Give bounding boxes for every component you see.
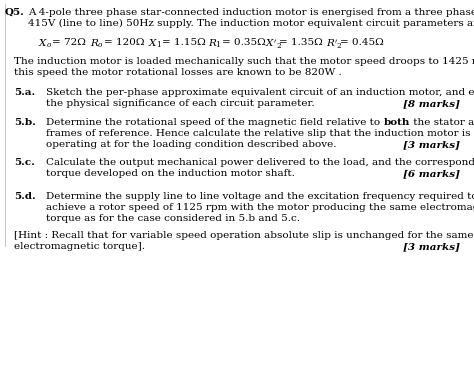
Text: frames of reference. Hence calculate the relative slip that the induction motor : frames of reference. Hence calculate the… (46, 129, 471, 138)
Text: Q5.: Q5. (5, 8, 25, 17)
Text: = 0.35Ω: = 0.35Ω (222, 38, 266, 47)
Text: Sketch the per-phase approximate equivalent circuit of an induction motor, and e: Sketch the per-phase approximate equival… (46, 88, 474, 97)
Text: = 0.45Ω: = 0.45Ω (340, 38, 384, 47)
Text: both: both (383, 118, 410, 127)
Text: A 4-pole three phase star-connected induction motor is energised from a three ph: A 4-pole three phase star-connected indu… (28, 8, 474, 17)
Text: 5.c.: 5.c. (14, 158, 35, 167)
Text: 5.a.: 5.a. (14, 88, 35, 97)
Text: $X_o$: $X_o$ (38, 38, 52, 50)
Text: = 120Ω: = 120Ω (104, 38, 145, 47)
Text: [6 marks]: [6 marks] (403, 169, 460, 178)
Text: Determine the rotational speed of the magnetic field relative to: Determine the rotational speed of the ma… (46, 118, 383, 127)
Text: electromagnetic torque].: electromagnetic torque]. (14, 242, 145, 251)
Text: Determine the supply line to line voltage and the excitation frequency required : Determine the supply line to line voltag… (46, 192, 474, 201)
Text: = 1.35Ω: = 1.35Ω (279, 38, 323, 47)
Text: [Hint : Recall that for variable speed operation absolute slip is unchanged for : [Hint : Recall that for variable speed o… (14, 231, 474, 240)
Text: 5.d.: 5.d. (14, 192, 36, 201)
Text: = 1.15Ω: = 1.15Ω (162, 38, 206, 47)
Text: [3 marks]: [3 marks] (403, 242, 460, 251)
Text: achieve a rotor speed of 1125 rpm with the motor producing the same electromagne: achieve a rotor speed of 1125 rpm with t… (46, 203, 474, 212)
Text: Calculate the output mechanical power delivered to the load, and the correspondi: Calculate the output mechanical power de… (46, 158, 474, 167)
Text: operating at for the loading condition described above.: operating at for the loading condition d… (46, 140, 337, 149)
Text: [3 marks]: [3 marks] (403, 140, 460, 149)
Text: the stator and rotor: the stator and rotor (410, 118, 474, 127)
Text: 415V (line to line) 50Hz supply. The induction motor equivalent circuit paramete: 415V (line to line) 50Hz supply. The ind… (28, 19, 474, 28)
Text: = 72Ω: = 72Ω (52, 38, 86, 47)
Text: torque as for the case considered in 5.b and 5.c.: torque as for the case considered in 5.b… (46, 214, 300, 223)
Text: torque developed on the induction motor shaft.: torque developed on the induction motor … (46, 169, 295, 178)
Text: this speed the motor rotational losses are known to be 820W .: this speed the motor rotational losses a… (14, 68, 342, 77)
Text: $R_1$: $R_1$ (208, 38, 222, 50)
Text: 5.b.: 5.b. (14, 118, 36, 127)
Text: the physical significance of each circuit parameter.: the physical significance of each circui… (46, 99, 315, 108)
Text: [8 marks]: [8 marks] (403, 99, 460, 108)
Text: The induction motor is loaded mechanically such that the motor speed droops to 1: The induction motor is loaded mechanical… (14, 57, 474, 66)
Text: $X_1$: $X_1$ (148, 38, 162, 50)
Text: $R'_2$: $R'_2$ (326, 38, 343, 51)
Text: $X'_2$: $X'_2$ (265, 38, 282, 51)
Text: $R_o$: $R_o$ (90, 38, 104, 50)
